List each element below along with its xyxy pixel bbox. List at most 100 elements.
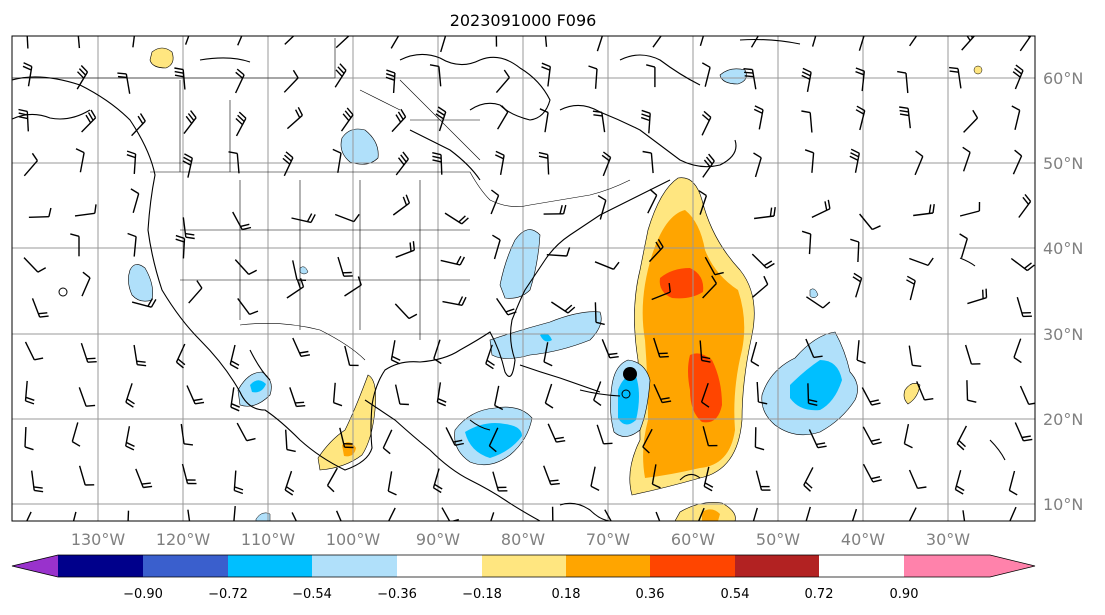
wind-barb [289, 387, 306, 408]
wind-barb [1018, 193, 1032, 218]
wind-barb [646, 64, 656, 88]
wind-barb [71, 422, 81, 447]
wind-barb [703, 466, 714, 492]
wind-barb [76, 65, 89, 90]
wind-barb [954, 470, 965, 495]
wind-barb [387, 507, 396, 521]
colorbar: −0.90 −0.72 −0.54 −0.36 −0.18 0.18 0.36 … [11, 554, 1036, 602]
wind-barb [26, 36, 29, 49]
colorbar-extend-high [990, 555, 1035, 577]
wind-barb [655, 511, 661, 521]
wind-barb [704, 256, 724, 276]
wind-barb [652, 36, 662, 48]
wind-barb [490, 512, 495, 521]
lat-label: 30°N [1043, 325, 1083, 344]
map-panel [12, 36, 1035, 521]
wind-barb [1011, 105, 1021, 130]
wind-barb [909, 36, 918, 47]
negative-patch-gulfstream-core [540, 333, 552, 342]
wind-barb [808, 429, 827, 449]
negative-patch-baja-core [250, 380, 266, 393]
wind-barb [538, 151, 550, 175]
wind-barb [850, 238, 860, 263]
wind-barb [292, 337, 311, 357]
wind-barb [186, 385, 205, 405]
wind-barb [590, 466, 600, 492]
wind-barb [967, 288, 988, 305]
wind-barb [862, 426, 882, 446]
wind-barb [551, 301, 576, 314]
lon-label: 90°W [416, 530, 460, 549]
wind-barb [75, 148, 85, 173]
small-contour-rings [58, 287, 631, 399]
map-frame [11, 35, 1036, 522]
wind-barb [702, 275, 717, 299]
wind-barb [801, 110, 813, 133]
wind-barb [131, 298, 157, 308]
wind-barb [753, 105, 764, 130]
wind-barb [230, 387, 240, 412]
wind-barb [593, 381, 602, 406]
wind-barb [801, 230, 812, 255]
colorbar-tick: 0.36 [636, 587, 665, 602]
lon-label: 50°W [756, 530, 800, 549]
wind-barb [546, 247, 571, 257]
wind-barb [485, 344, 495, 370]
colorbar-tick: −0.54 [292, 587, 332, 602]
wind-barb [490, 189, 500, 215]
wind-barb [127, 232, 137, 257]
wind-barb [913, 204, 935, 217]
wind-barb [653, 384, 672, 404]
wind-barb [339, 427, 354, 449]
wind-barb [182, 217, 195, 240]
wind-barb [442, 296, 467, 306]
negative-patch-hudson [340, 128, 379, 165]
wind-barb [1009, 506, 1017, 521]
wind-barb [81, 109, 97, 133]
wind-barb [908, 345, 922, 367]
wind-barb [130, 188, 140, 213]
colorbar-tick: 0.54 [721, 587, 750, 602]
wind-barb [914, 150, 924, 176]
wind-barb [756, 381, 768, 405]
wind-barb [1016, 297, 1032, 318]
wind-barb [702, 426, 718, 447]
wind-barb [855, 105, 866, 131]
wind-barb [392, 194, 411, 216]
wind-barb [233, 470, 244, 495]
positive-patch-alaska [149, 47, 174, 69]
wind-barb [752, 275, 769, 298]
colorbar-segment [58, 555, 143, 577]
wind-barb [962, 146, 971, 172]
wind-barb [22, 62, 33, 87]
wind-barb [862, 463, 882, 483]
wind-barb [648, 239, 664, 263]
wind-barb [283, 69, 299, 93]
wind-barb [495, 150, 505, 176]
negative-patch-small-texas [299, 266, 309, 275]
wind-barb [495, 36, 498, 47]
wind-barb [1012, 64, 1024, 90]
wind-barb [429, 64, 442, 87]
wind-barb [284, 470, 295, 496]
wind-barb [903, 423, 913, 449]
wind-barb [74, 204, 97, 217]
wind-barb [811, 199, 831, 219]
storm-center-marker [623, 367, 637, 381]
colorbar-outline [11, 554, 1036, 578]
positive-patch-south-core [702, 509, 720, 521]
wind-barb [188, 280, 203, 304]
wind-barb [233, 506, 236, 521]
wind-barb [804, 149, 815, 173]
wind-barb [962, 510, 966, 521]
wind-barb [698, 190, 708, 215]
negative-patch-eastcoast [499, 229, 541, 299]
wind-barb [1019, 385, 1035, 405]
wind-barb [175, 343, 186, 369]
borders [12, 38, 631, 361]
lat-label: 20°N [1043, 410, 1083, 429]
lon-label: 70°W [586, 530, 630, 549]
wind-barb [596, 424, 613, 445]
wind-barb [126, 150, 137, 174]
wind-barb [811, 36, 817, 47]
